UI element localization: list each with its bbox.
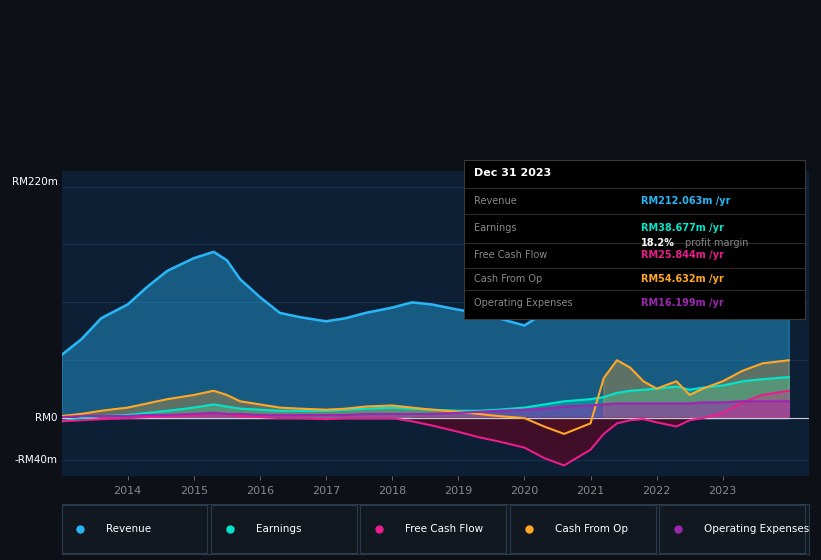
Text: RM220m: RM220m [12,176,57,186]
Text: Revenue: Revenue [107,524,152,534]
Text: Cash From Op: Cash From Op [474,274,543,284]
Bar [211,505,356,553]
Bar [62,505,207,553]
Text: RM212.063m /yr: RM212.063m /yr [641,196,731,206]
Text: Operating Expenses: Operating Expenses [704,524,810,534]
Text: Earnings: Earnings [474,223,516,233]
Bar [510,505,655,553]
Text: RM0: RM0 [35,413,57,423]
Text: Free Cash Flow: Free Cash Flow [406,524,484,534]
Text: -RM40m: -RM40m [15,455,57,465]
Text: Operating Expenses: Operating Expenses [474,298,573,308]
Text: Revenue: Revenue [474,196,517,206]
Text: Cash From Op: Cash From Op [555,524,628,534]
Text: Dec 31 2023: Dec 31 2023 [474,167,552,178]
Bar [360,505,506,553]
Text: profit margin: profit margin [686,237,749,248]
Text: RM38.677m /yr: RM38.677m /yr [641,223,724,233]
Text: 18.2%: 18.2% [641,237,675,248]
Text: RM54.632m /yr: RM54.632m /yr [641,274,724,284]
Text: Free Cash Flow: Free Cash Flow [474,250,548,260]
Text: RM16.199m /yr: RM16.199m /yr [641,298,724,308]
Text: RM25.844m /yr: RM25.844m /yr [641,250,724,260]
Text: Earnings: Earnings [256,524,301,534]
Bar [659,505,805,553]
